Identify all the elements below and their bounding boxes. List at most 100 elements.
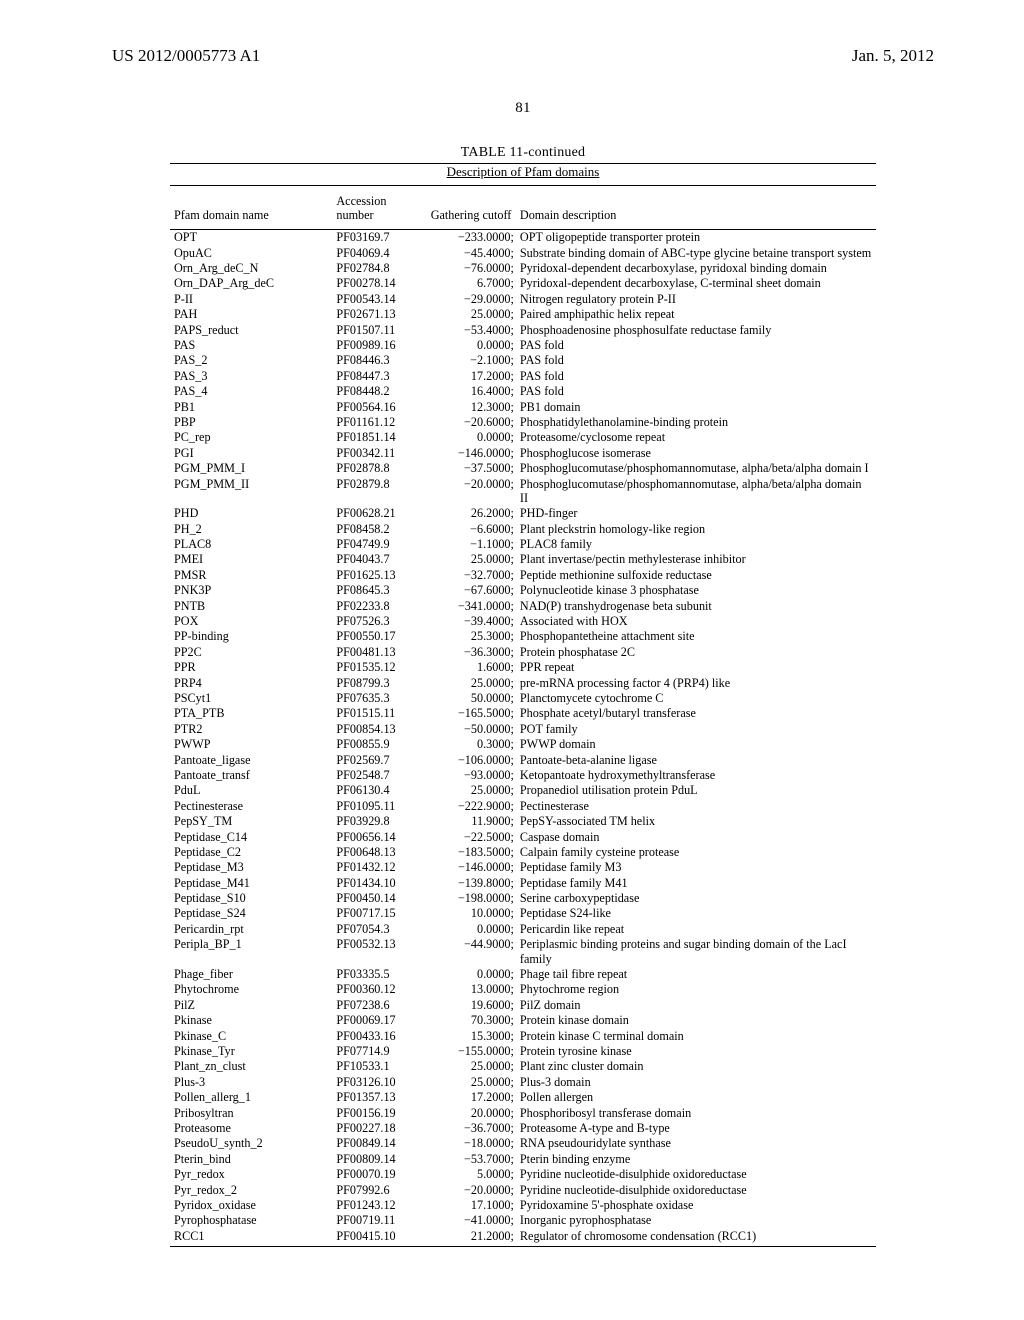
cell-accession: PF08448.2 — [332, 384, 424, 399]
cell-domain-name: Pkinase — [170, 1013, 332, 1028]
table-row: Peripla_BP_1PF00532.13−44.9000;Periplasm… — [170, 937, 876, 967]
table-row: PribosyltranPF00156.1920.0000;Phosphorib… — [170, 1105, 876, 1120]
cell-cutoff: 11.9000; — [424, 814, 516, 829]
cell-cutoff: −29.0000; — [424, 291, 516, 306]
table-row: PGIPF00342.11−146.0000;Phosphoglucose is… — [170, 445, 876, 460]
cell-cutoff: 0.3000; — [424, 737, 516, 752]
table-row: PMEIPF04043.725.0000;Plant invertase/pec… — [170, 552, 876, 567]
cell-cutoff: −53.4000; — [424, 322, 516, 337]
cell-description: Pyridoxal-dependent decarboxylase, pyrid… — [516, 261, 876, 276]
table-header-row: Pfam domain name Accession number Gather… — [170, 186, 876, 229]
cell-domain-name: OpuAC — [170, 245, 332, 260]
cell-domain-name: PGM_PMM_I — [170, 461, 332, 476]
cell-cutoff: −165.5000; — [424, 706, 516, 721]
cell-accession: PF00532.13 — [332, 937, 424, 967]
table-row: PyrophosphatasePF00719.11−41.0000;Inorga… — [170, 1213, 876, 1228]
cell-domain-name: Pyr_redox — [170, 1167, 332, 1182]
cell-description: Pyridoxamine 5'-phosphate oxidase — [516, 1197, 876, 1212]
cell-domain-name: PTA_PTB — [170, 706, 332, 721]
cell-domain-name: PMSR — [170, 567, 332, 582]
table-row: PMSRPF01625.13−32.7000;Peptide methionin… — [170, 567, 876, 582]
cell-domain-name: PAH — [170, 307, 332, 322]
cell-accession: PF03169.7 — [332, 229, 424, 245]
table-row: PGM_PMM_IIPF02879.8−20.0000;Phosphogluco… — [170, 476, 876, 506]
cell-description: Phosphoglucose isomerase — [516, 445, 876, 460]
table-row: PAS_4PF08448.216.4000;PAS fold — [170, 384, 876, 399]
cell-accession: PF04749.9 — [332, 537, 424, 552]
cell-accession: PF01434.10 — [332, 875, 424, 890]
cell-cutoff: −233.0000; — [424, 229, 516, 245]
page-header: US 2012/0005773 A1 Jan. 5, 2012 — [112, 46, 934, 66]
table-row: PASPF00989.160.0000;PAS fold — [170, 338, 876, 353]
cell-cutoff: 1.6000; — [424, 660, 516, 675]
cell-cutoff: −50.0000; — [424, 721, 516, 736]
publication-date: Jan. 5, 2012 — [852, 46, 934, 66]
table-rule-bottom — [170, 1246, 876, 1247]
cell-domain-name: PLAC8 — [170, 537, 332, 552]
cell-accession: PF02233.8 — [332, 598, 424, 613]
cell-cutoff: −39.4000; — [424, 614, 516, 629]
cell-domain-name: PduL — [170, 783, 332, 798]
cell-cutoff: 10.0000; — [424, 906, 516, 921]
table-row: Peptidase_C14PF00656.14−22.5000;Caspase … — [170, 829, 876, 844]
cell-accession: PF07714.9 — [332, 1043, 424, 1058]
cell-cutoff: −18.0000; — [424, 1136, 516, 1151]
pfam-table: Pfam domain name Accession number Gather… — [170, 186, 876, 1244]
cell-cutoff: −22.5000; — [424, 829, 516, 844]
cell-accession: PF01515.11 — [332, 706, 424, 721]
cell-description: Phosphatidylethanolamine-binding protein — [516, 414, 876, 429]
table-row: PkinasePF00069.1770.3000;Protein kinase … — [170, 1013, 876, 1028]
cell-description: OPT oligopeptide transporter protein — [516, 229, 876, 245]
col-header-name: Pfam domain name — [170, 186, 332, 229]
cell-description: Nitrogen regulatory protein P-II — [516, 291, 876, 306]
table-row: ProteasomePF00227.18−36.7000;Proteasome … — [170, 1120, 876, 1135]
cell-description: Peptidase family M3 — [516, 860, 876, 875]
cell-description: Pantoate-beta-alanine ligase — [516, 752, 876, 767]
cell-domain-name: PC_rep — [170, 430, 332, 445]
cell-cutoff: −146.0000; — [424, 860, 516, 875]
cell-domain-name: Orn_Arg_deC_N — [170, 261, 332, 276]
cell-description: PWWP domain — [516, 737, 876, 752]
cell-description: PB1 domain — [516, 399, 876, 414]
cell-domain-name: Pantoate_ligase — [170, 752, 332, 767]
cell-description: Plant zinc cluster domain — [516, 1059, 876, 1074]
table-row: Orn_DAP_Arg_deCPF00278.146.7000;Pyridoxa… — [170, 276, 876, 291]
cell-description: PPR repeat — [516, 660, 876, 675]
table-row: PP2CPF00481.13−36.3000;Protein phosphata… — [170, 644, 876, 659]
table-row: PilZPF07238.619.6000;PilZ domain — [170, 997, 876, 1012]
cell-description: Serine carboxypeptidase — [516, 891, 876, 906]
cell-cutoff: 25.0000; — [424, 1074, 516, 1089]
table-row: Pkinase_TyrPF07714.9−155.0000;Protein ty… — [170, 1043, 876, 1058]
cell-description: Ketopantoate hydroxymethyltransferase — [516, 767, 876, 782]
cell-domain-name: PGM_PMM_II — [170, 476, 332, 506]
cell-description: Caspase domain — [516, 829, 876, 844]
cell-cutoff: −198.0000; — [424, 891, 516, 906]
cell-cutoff: 17.2000; — [424, 1090, 516, 1105]
cell-domain-name: PNTB — [170, 598, 332, 613]
cell-description: RNA pseudouridylate synthase — [516, 1136, 876, 1151]
cell-cutoff: 21.2000; — [424, 1228, 516, 1243]
table-row: PectinesterasePF01095.11−222.9000;Pectin… — [170, 798, 876, 813]
table-row: PRP4PF08799.325.0000;pre-mRNA processing… — [170, 675, 876, 690]
cell-description: Pterin binding enzyme — [516, 1151, 876, 1166]
cell-cutoff: −32.7000; — [424, 567, 516, 582]
cell-accession: PF00543.14 — [332, 291, 424, 306]
cell-cutoff: 25.0000; — [424, 675, 516, 690]
table-row: Pollen_allerg_1PF01357.1317.2000;Pollen … — [170, 1090, 876, 1105]
cell-description: PAS fold — [516, 384, 876, 399]
cell-accession: PF00481.13 — [332, 644, 424, 659]
cell-description: NAD(P) transhydrogenase beta subunit — [516, 598, 876, 613]
cell-description: Phage tail fibre repeat — [516, 967, 876, 982]
table-row: Peptidase_M41PF01434.10−139.8000;Peptida… — [170, 875, 876, 890]
table-row: PC_repPF01851.140.0000;Proteasome/cyclos… — [170, 430, 876, 445]
cell-accession: PF06130.4 — [332, 783, 424, 798]
cell-domain-name: Pkinase_Tyr — [170, 1043, 332, 1058]
cell-domain-name: Peptidase_C14 — [170, 829, 332, 844]
cell-domain-name: PRP4 — [170, 675, 332, 690]
table-row: Orn_Arg_deC_NPF02784.8−76.0000;Pyridoxal… — [170, 261, 876, 276]
cell-accession: PF00433.16 — [332, 1028, 424, 1043]
cell-cutoff: 12.3000; — [424, 399, 516, 414]
table-row: P-IIPF00543.14−29.0000;Nitrogen regulato… — [170, 291, 876, 306]
table-row: Pterin_bindPF00809.14−53.7000;Pterin bin… — [170, 1151, 876, 1166]
cell-accession: PF01432.12 — [332, 860, 424, 875]
